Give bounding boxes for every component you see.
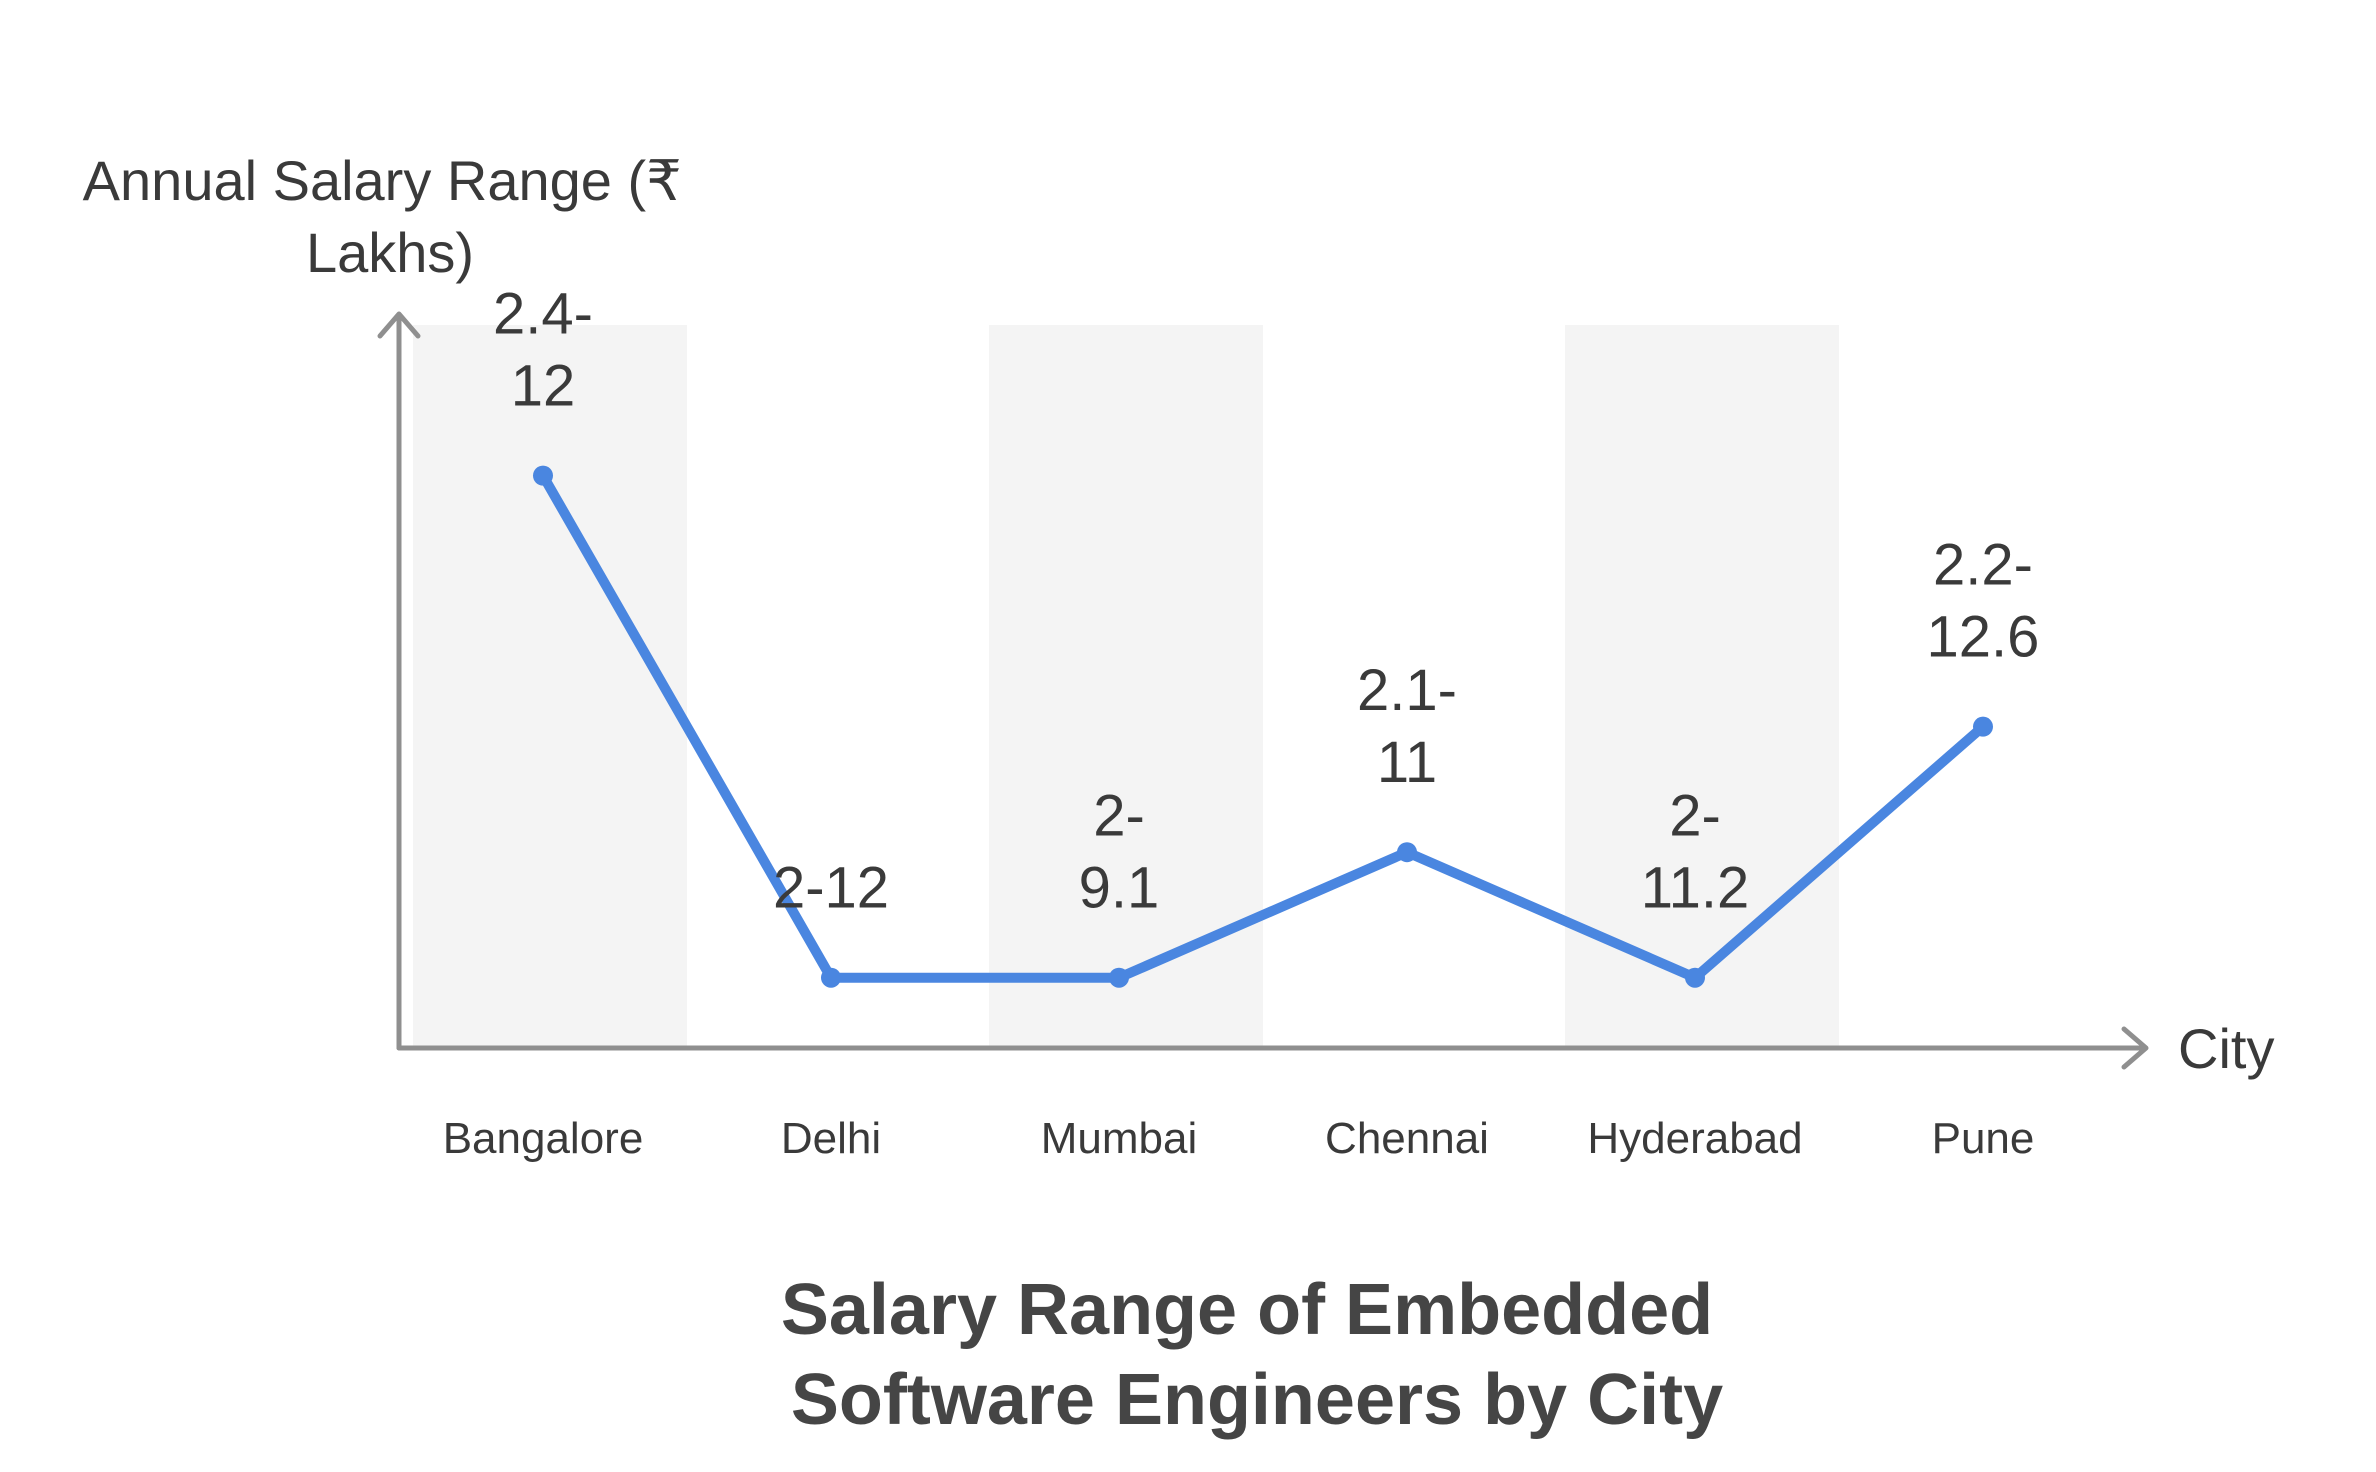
data-point bbox=[1685, 967, 1705, 988]
data-point bbox=[1973, 716, 1993, 737]
data-label-line: 9.1 bbox=[1079, 856, 1160, 921]
category-band bbox=[1565, 325, 1839, 1048]
x-tick-label: Hyderabad bbox=[1587, 1114, 1802, 1163]
y-axis-arrow-icon bbox=[377, 311, 421, 339]
data-label-line: 2-12 bbox=[773, 856, 889, 921]
category-bands bbox=[413, 325, 1839, 1048]
y-axis-label-line-1: Annual Salary Range (₹ bbox=[83, 149, 682, 212]
x-tick-label: Bangalore bbox=[443, 1114, 644, 1163]
y-axis-label: Annual Salary Range (₹ Lakhs) bbox=[83, 149, 698, 284]
data-label-line: 12.6 bbox=[1927, 605, 2040, 670]
x-tick-label: Pune bbox=[1932, 1114, 2035, 1163]
series-line bbox=[538, 470, 1988, 983]
data-label: 2.1- 11 bbox=[1357, 658, 1457, 795]
category-band bbox=[413, 325, 687, 1048]
data-label-line: 2.2- bbox=[1933, 533, 2033, 598]
chart-title-line-1: Salary Range of Embedded bbox=[781, 1270, 1713, 1350]
chart-title: Salary Range of Embedded Software Engine… bbox=[781, 1270, 1733, 1440]
x-tick-labels: Bangalore Delhi Mumbai Chennai Hyderabad Pune bbox=[443, 1114, 2035, 1163]
data-label-line: 11.2 bbox=[1641, 856, 1750, 921]
series-polyline bbox=[538, 470, 1988, 983]
data-label: 2.2- 12.6 bbox=[1927, 533, 2040, 670]
data-point bbox=[821, 967, 841, 988]
data-label-line: 2- bbox=[1669, 784, 1721, 849]
data-label-line: 2- bbox=[1093, 784, 1145, 849]
data-label: 2- 11.2 bbox=[1641, 784, 1750, 921]
x-axis-arrow-icon bbox=[2121, 1026, 2149, 1070]
data-labels: 2.4-122-122-9.12.1-112-11.22.2-12.6 bbox=[493, 282, 2039, 921]
data-label-line: 2.4- bbox=[493, 282, 593, 347]
data-label-line: 11 bbox=[1377, 730, 1437, 795]
data-label: 2.4- 12 bbox=[493, 282, 593, 419]
data-label: 2-12 bbox=[773, 856, 889, 921]
data-point bbox=[533, 465, 553, 486]
category-band bbox=[989, 325, 1263, 1048]
x-axis-label: City bbox=[2178, 1017, 2274, 1080]
chart-title-line-2: Software Engineers by City bbox=[791, 1360, 1723, 1440]
x-tick-label: Chennai bbox=[1325, 1114, 1489, 1163]
data-label-line: 12 bbox=[511, 354, 576, 419]
x-tick-label: Delhi bbox=[781, 1114, 881, 1163]
data-label-line: 2.1- bbox=[1357, 658, 1457, 723]
axes bbox=[377, 311, 2149, 1070]
data-point bbox=[1397, 842, 1417, 863]
data-points bbox=[533, 465, 1993, 988]
data-label: 2-9.1 bbox=[1079, 784, 1160, 921]
x-tick-label: Mumbai bbox=[1041, 1114, 1198, 1163]
y-axis-label-line-2: Lakhs) bbox=[306, 221, 474, 284]
data-point bbox=[1109, 967, 1129, 988]
